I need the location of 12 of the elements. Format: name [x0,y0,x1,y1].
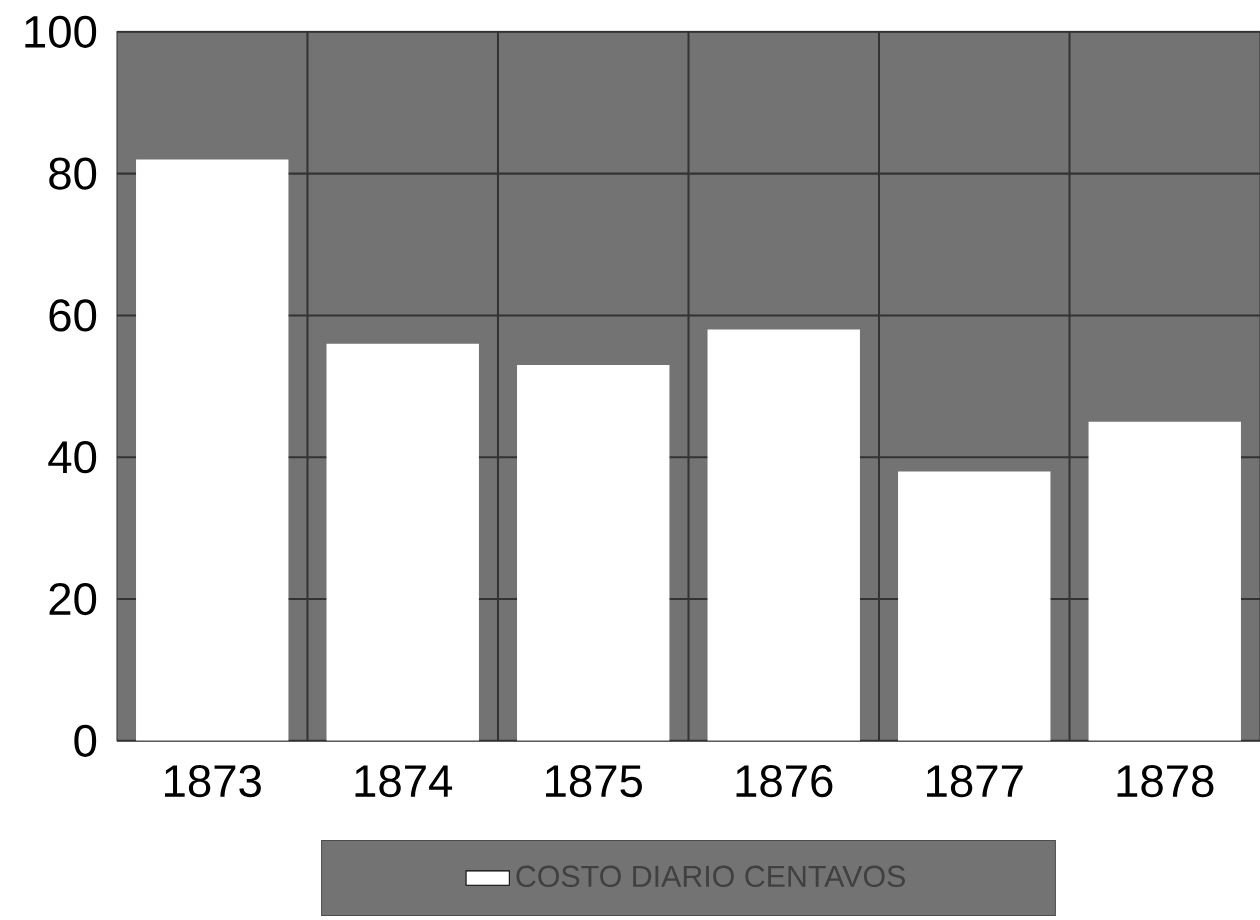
y-tick-label: 100 [25,15,97,49]
y-tick-label: 40 [48,441,97,474]
x-tick-label: 1873 [165,765,261,798]
x-tick-label: 1875 [546,765,642,798]
x-tick-label: 1876 [736,765,833,798]
y-tick-label: 20 [49,582,97,616]
x-tick-label: 1877 [927,765,1023,798]
y-tick-label: 0 [74,724,97,758]
y-tick-label: 60 [49,299,97,332]
x-tick-label: 1874 [355,765,453,798]
y-tick-label: 80 [49,157,97,190]
x-tick-label: 1878 [1117,765,1214,798]
